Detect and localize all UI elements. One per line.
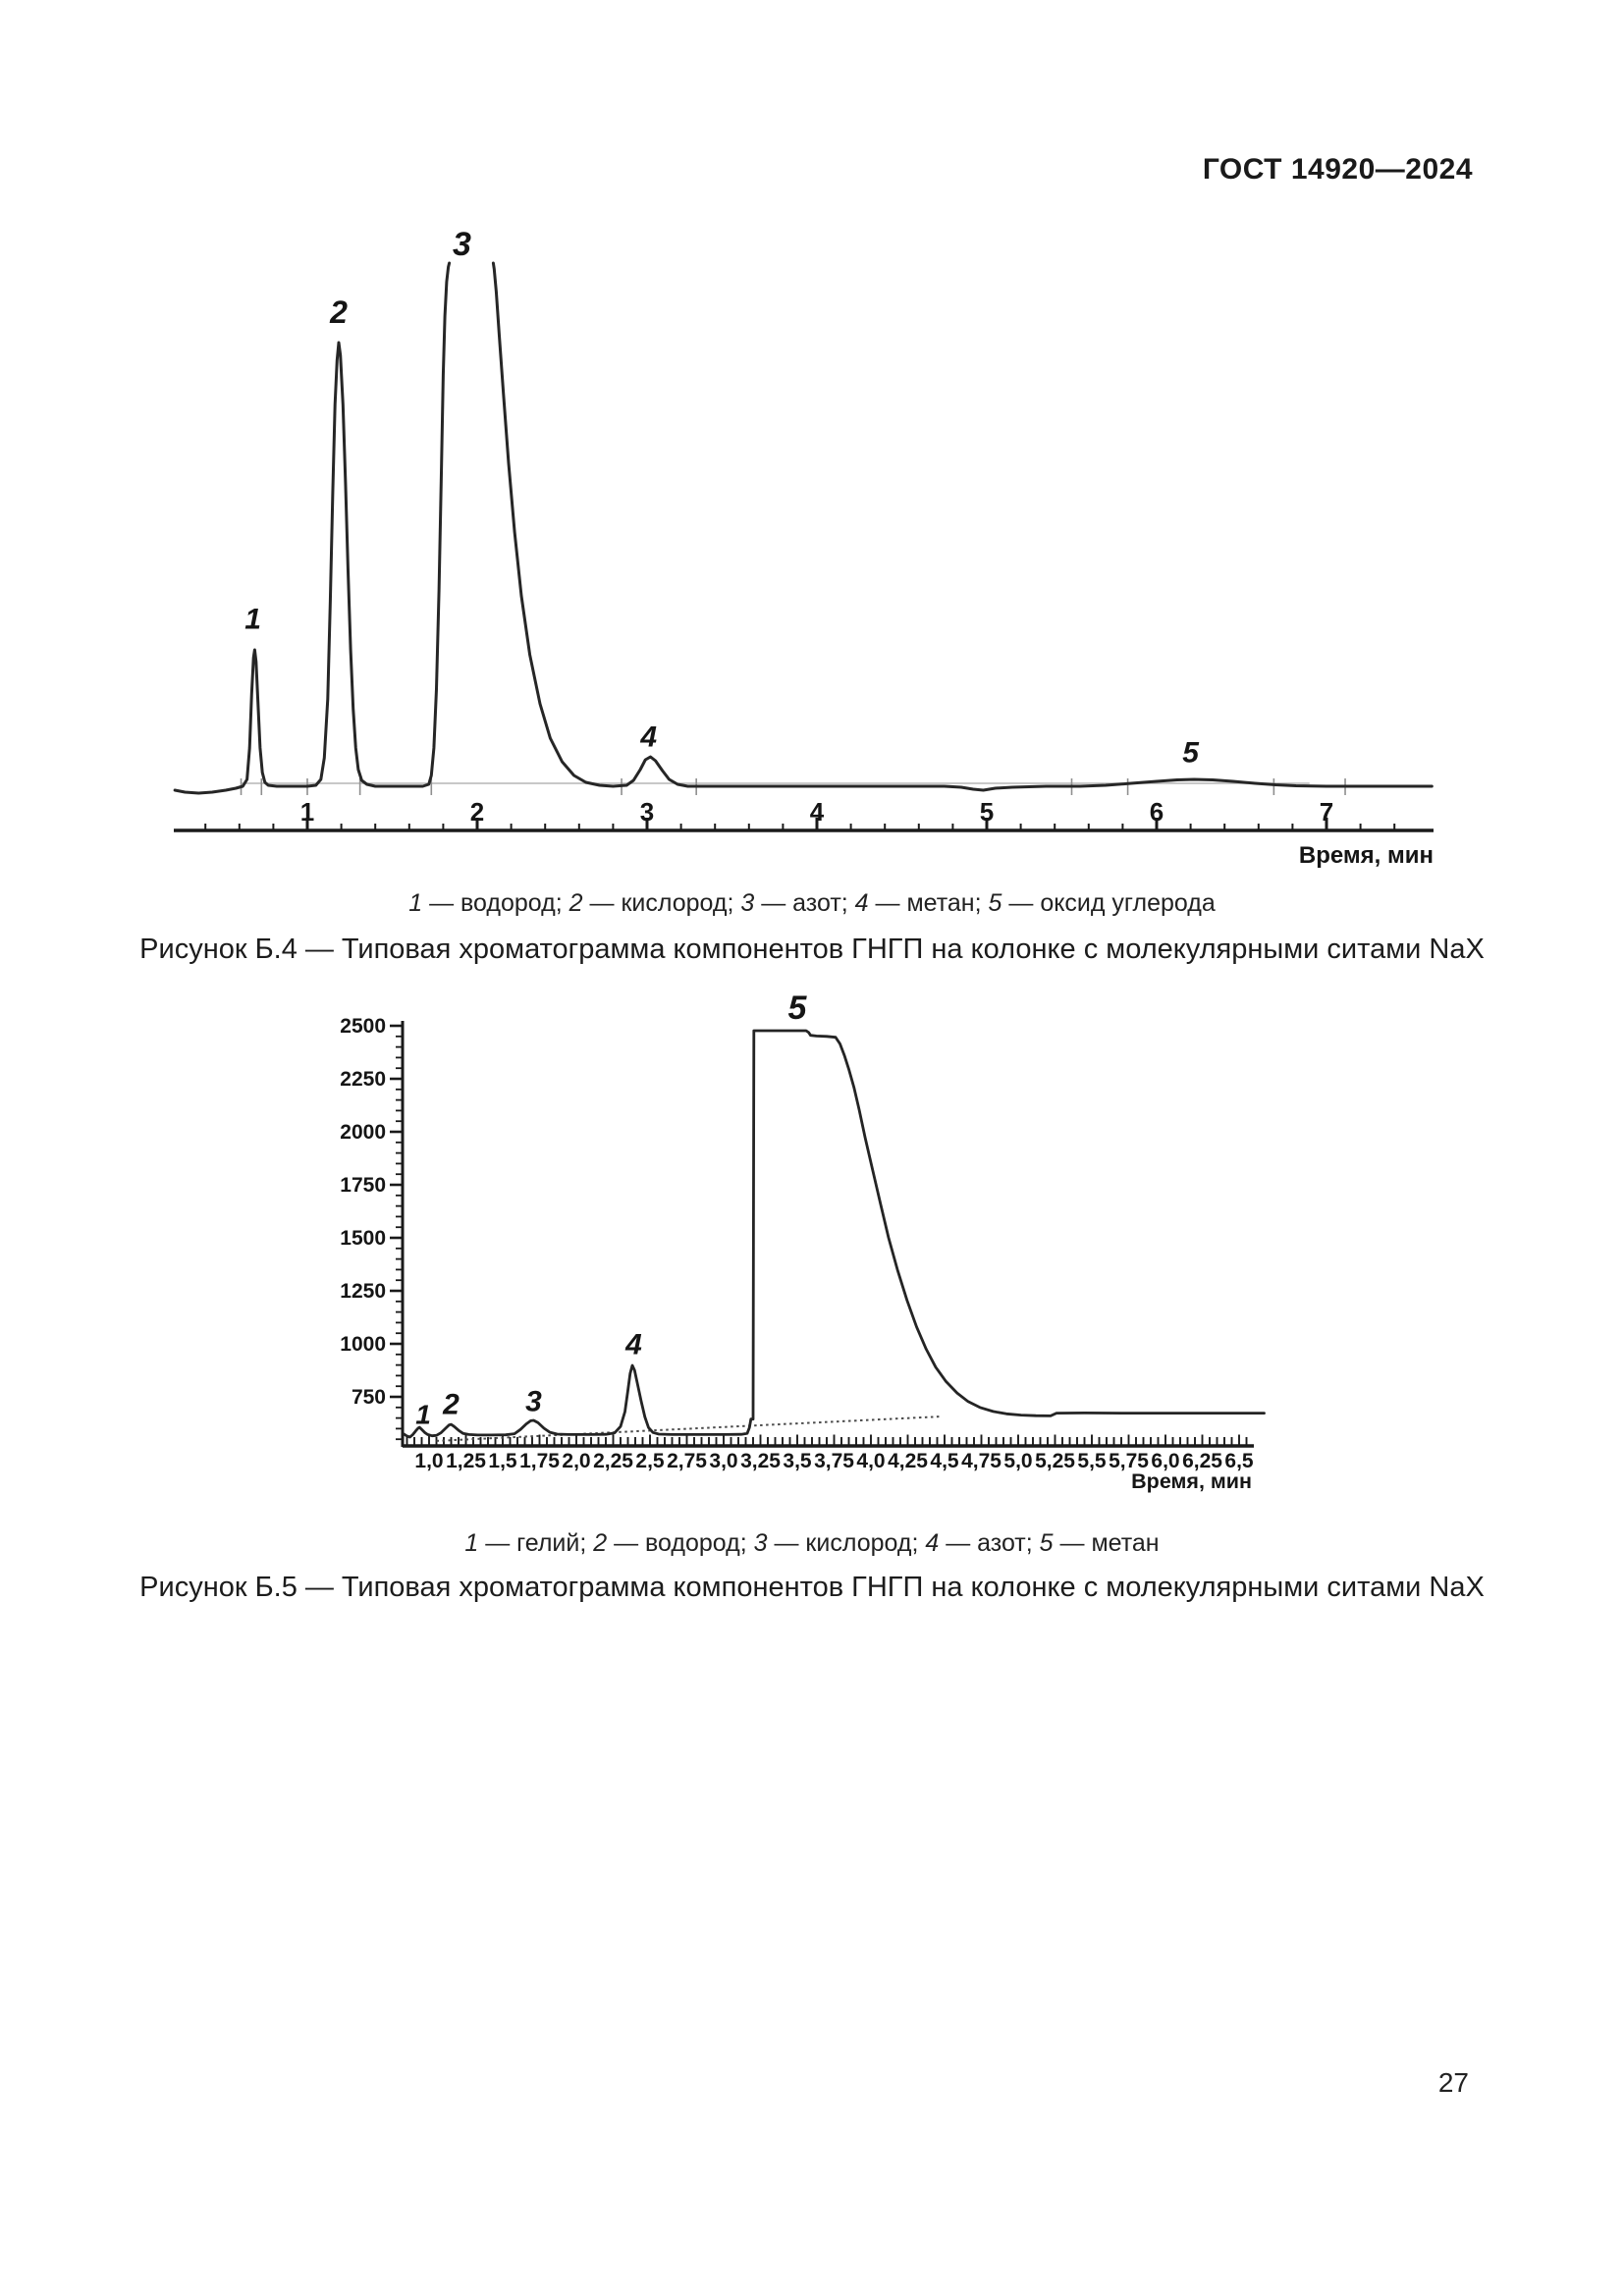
legend-peak-number: 4 (925, 1529, 940, 1557)
x-tick-label: 5,75 (1109, 1450, 1149, 1472)
x-tick-label: 5,25 (1035, 1450, 1075, 1472)
x-axis-title: Время, мин (1299, 842, 1434, 869)
x-tick-label: 6,5 (1224, 1450, 1254, 1472)
x-tick-label: 4,0 (856, 1450, 885, 1472)
x-tick-label: 1,25 (446, 1450, 486, 1472)
x-tick-label: 4 (810, 797, 825, 827)
x-tick-label: 2 (470, 797, 484, 827)
peak-label: 4 (639, 721, 657, 754)
y-tick-label: 1250 (340, 1280, 386, 1303)
legend-peak-number: 2 (593, 1529, 608, 1557)
peak-label: 4 (624, 1329, 642, 1362)
legend-peak-number: 1 (408, 889, 423, 917)
peak-label: 3 (525, 1385, 542, 1417)
x-tick-label: 7 (1320, 797, 1333, 827)
x-tick-label: 3,75 (814, 1450, 854, 1472)
x-tick-label: 1 (300, 797, 314, 827)
peak-label: 3 (453, 226, 471, 263)
trace-line (491, 261, 1434, 792)
x-tick-label: 2,0 (562, 1450, 590, 1472)
x-axis-title: Время, мин (1131, 1469, 1252, 1493)
y-tick-label: 2250 (340, 1068, 386, 1091)
legend-peak-number: 3 (753, 1529, 768, 1557)
figure-b5-legend: 1 — гелий; 2 — водород; 3 — кислород; 4 … (464, 1529, 1160, 1557)
dotted-baseline (436, 1415, 941, 1442)
figure-b4-legend: 1 — водород; 2 — кислород; 3 — азот; 4 —… (408, 889, 1216, 917)
x-tick-label: 4,5 (930, 1450, 959, 1472)
x-tick-label: 5,5 (1077, 1450, 1107, 1472)
peak-label: 5 (788, 989, 808, 1027)
y-tick-label: 2500 (340, 1015, 386, 1038)
x-tick-label: 2,75 (667, 1450, 707, 1472)
x-tick-label: 4,25 (888, 1450, 928, 1472)
x-tick-label: 5,0 (1003, 1450, 1032, 1472)
x-tick-label: 1,5 (488, 1450, 517, 1472)
x-tick-label: 6,25 (1182, 1450, 1222, 1472)
x-tick-label: 3,0 (709, 1450, 737, 1472)
peak-label: 1 (244, 604, 261, 636)
y-tick-label: 1750 (340, 1174, 386, 1197)
legend-peak-number: 5 (988, 889, 1002, 917)
x-tick-label: 2,5 (635, 1450, 665, 1472)
x-tick-label: 3,25 (740, 1450, 781, 1472)
legend-peak-number: 3 (740, 889, 755, 917)
legend-peak-number: 1 (464, 1529, 479, 1557)
x-tick-label: 5 (980, 797, 994, 827)
figure-b4-caption: Рисунок Б.4 — Типовая хроматограмма комп… (139, 934, 1485, 965)
y-tick-label: 1500 (340, 1227, 386, 1250)
trace-line (403, 1029, 1266, 1439)
x-tick-label: 6 (1150, 797, 1164, 827)
legend-peak-number: 2 (568, 889, 583, 917)
peak-label: 5 (1182, 737, 1200, 770)
x-tick-label: 3 (640, 797, 654, 827)
trace-line (173, 261, 452, 795)
document-code: ГОСТ 14920—2024 (1202, 153, 1473, 186)
peak-label: 1 (415, 1400, 431, 1430)
x-tick-label: 1,0 (414, 1450, 443, 1472)
legend-peak-number: 4 (854, 889, 869, 917)
page-number: 27 (1437, 2067, 1469, 2098)
x-tick-label: 3,5 (783, 1450, 812, 1472)
x-tick-label: 1,75 (519, 1450, 560, 1472)
y-tick-label: 2000 (340, 1121, 386, 1144)
peak-label: 2 (329, 294, 348, 330)
x-tick-label: 6,0 (1151, 1450, 1179, 1472)
x-tick-label: 4,75 (961, 1450, 1001, 1472)
figure-b5-caption: Рисунок Б.5 — Типовая хроматограмма комп… (139, 1572, 1485, 1603)
peak-label: 2 (442, 1388, 460, 1420)
y-tick-label: 750 (352, 1386, 386, 1409)
x-tick-label: 2,25 (593, 1450, 633, 1472)
legend-peak-number: 5 (1039, 1529, 1054, 1557)
y-tick-label: 1000 (340, 1333, 386, 1356)
